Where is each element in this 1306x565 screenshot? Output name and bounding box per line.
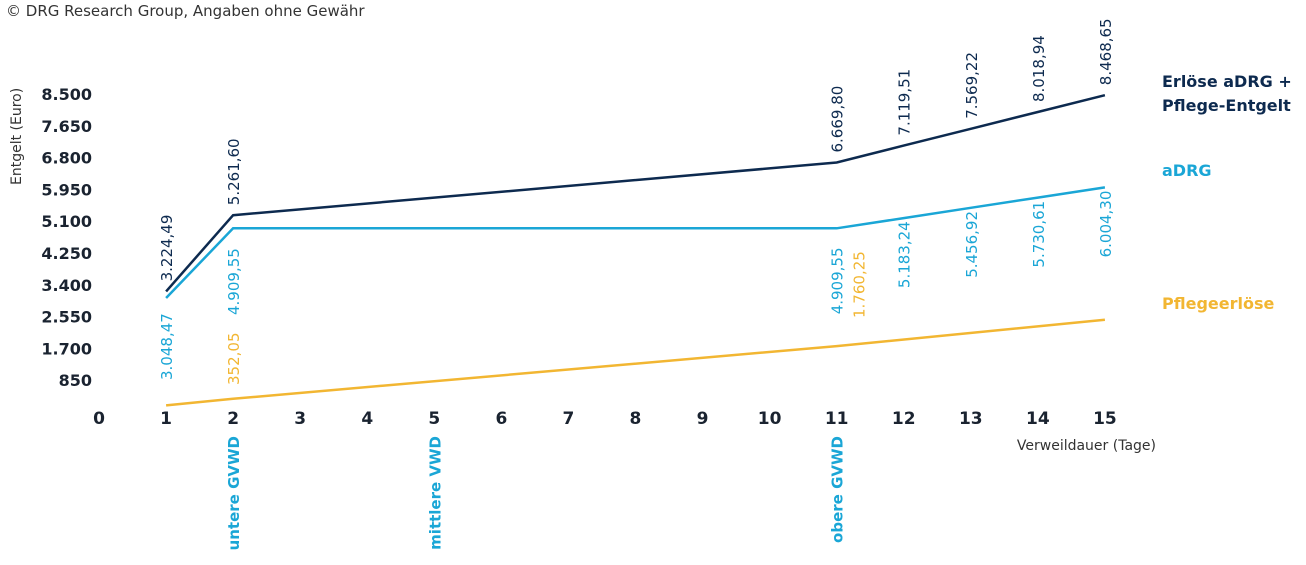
x-tick-label: 2 <box>227 409 239 429</box>
y-tick-label: 3.400 <box>41 276 92 295</box>
data-label: 7.569,22 <box>963 52 981 119</box>
y-tick-label: 5.100 <box>41 212 92 231</box>
y-tick-label: 8.500 <box>41 85 92 104</box>
copyright-text: © DRG Research Group, Angaben ohne Gewäh… <box>6 2 365 20</box>
data-label: 8.018,94 <box>1030 35 1048 102</box>
x-tick-label: 13 <box>959 409 983 429</box>
y-tick-label: 850 <box>59 371 92 390</box>
x-tick-label: 3 <box>294 409 306 429</box>
data-label: 5.730,61 <box>1030 201 1048 268</box>
series-name: Pflegeerlöse <box>1162 294 1274 313</box>
x-axis-label: Verweildauer (Tage) <box>1017 438 1156 454</box>
x-tick-label: 11 <box>825 409 849 429</box>
data-label: 4.909,55 <box>829 248 847 315</box>
data-label: 5.456,92 <box>963 211 981 278</box>
y-tick-label: 1.700 <box>41 339 92 358</box>
vwd-marker-label: obere GVWD <box>829 436 847 543</box>
y-tick-label: 7.650 <box>41 117 92 136</box>
data-label: 352,05 <box>225 333 243 386</box>
series-name: aDRG <box>1162 161 1212 180</box>
series-name: Erlöse aDRG + <box>1162 72 1292 91</box>
data-label: 5.183,24 <box>896 221 914 288</box>
y-tick-label: 2.550 <box>41 308 92 327</box>
data-label: 4.909,55 <box>225 248 243 315</box>
x-tick-label: 4 <box>361 409 373 429</box>
x-tick-label: 8 <box>630 409 642 429</box>
y-axis-label: Entgelt (Euro) <box>9 88 25 185</box>
series-line <box>165 186 1106 299</box>
y-tick-label: 6.800 <box>41 149 92 168</box>
data-label: 8.468,65 <box>1097 18 1115 85</box>
data-label: 7.119,51 <box>896 69 914 136</box>
y-tick-label: 5.950 <box>41 180 92 199</box>
x-tick-label: 14 <box>1026 409 1050 429</box>
series-name: Pflege-Entgelt <box>1162 96 1291 115</box>
x-tick-label: 15 <box>1093 409 1117 429</box>
plot-area: 8501.7002.5503.4004.2505.1005.9506.8007.… <box>41 18 1291 550</box>
x-tick-label: 10 <box>758 409 782 429</box>
y-tick-label: 4.250 <box>41 244 92 263</box>
x-tick-label: 7 <box>562 409 574 429</box>
x-tick-label: 12 <box>892 409 916 429</box>
data-label: 6.004,30 <box>1097 191 1115 258</box>
series-line <box>165 318 1106 407</box>
vwd-marker-label: mittlere VWD <box>426 436 444 550</box>
series-line <box>165 93 1106 293</box>
x-tick-label: 6 <box>495 409 507 429</box>
vwd-marker-label: untere GVWD <box>225 436 243 550</box>
data-label: 1.760,25 <box>851 251 869 318</box>
data-label: 3.048,47 <box>158 313 176 380</box>
data-label: 3.224,49 <box>158 215 176 282</box>
x-tick-label: 1 <box>160 409 172 429</box>
x-tick-label: 5 <box>428 409 440 429</box>
x-tick-label: 9 <box>697 409 709 429</box>
x-tick-label: 0 <box>93 409 105 429</box>
data-label: 6.669,80 <box>829 86 847 153</box>
data-label: 5.261,60 <box>225 138 243 205</box>
